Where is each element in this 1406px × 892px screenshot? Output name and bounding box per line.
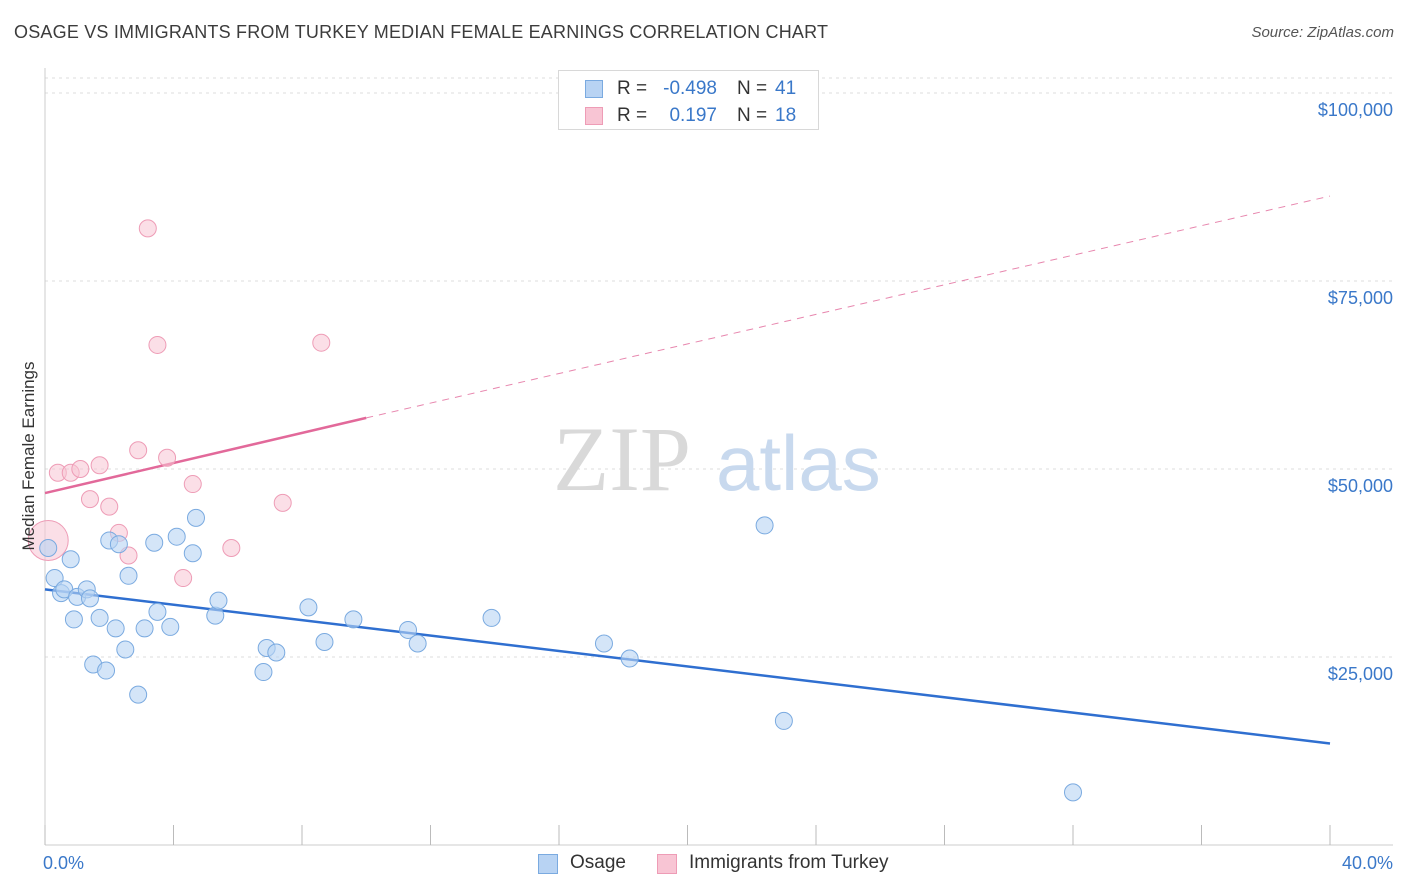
point-osage bbox=[109, 535, 128, 554]
y-axis-title: Median Female Earnings bbox=[19, 362, 38, 551]
grid-lines bbox=[45, 77, 1393, 658]
point-osage bbox=[186, 508, 205, 527]
chart-title: OSAGE VS IMMIGRANTS FROM TURKEY MEDIAN F… bbox=[14, 22, 829, 42]
point-osage bbox=[106, 619, 125, 638]
watermark: ZIP atlas bbox=[553, 408, 881, 510]
tick-labels: $25,000 $50,000 $75,000 $100,000 0.0% 40.0% Me… bbox=[19, 100, 1393, 873]
point-osage bbox=[39, 538, 58, 557]
legend-row-osage: R = -0.498 N = 41 bbox=[559, 76, 818, 102]
point-osage bbox=[774, 711, 793, 730]
point-osage bbox=[116, 640, 135, 659]
point-turkey bbox=[222, 538, 241, 557]
point-osage bbox=[90, 608, 109, 627]
axes bbox=[44, 68, 1393, 846]
trend-line-turkey bbox=[44, 416, 367, 495]
source-label: Source: ZipAtlas.com bbox=[1251, 24, 1394, 41]
point-osage bbox=[1064, 783, 1082, 802]
bottom-label-turkey: Immigrants from Turkey bbox=[689, 852, 889, 873]
point-osage bbox=[161, 617, 180, 636]
x-tick-label-max: 40.0% bbox=[1342, 853, 1393, 873]
trend-line-osage bbox=[44, 588, 1331, 745]
point-turkey bbox=[100, 497, 119, 516]
n-label: N = bbox=[737, 78, 768, 99]
trend-line-turkey-dashed bbox=[366, 195, 1331, 419]
trend-lines bbox=[44, 195, 1331, 745]
point-turkey bbox=[90, 456, 109, 475]
point-osage bbox=[135, 619, 154, 638]
point-osage bbox=[299, 598, 318, 617]
legend-swatch-turkey bbox=[585, 107, 603, 125]
watermark-atlas: atlas bbox=[716, 419, 881, 507]
stats-legend: R = -0.498 N = 41 R = 0.197 N = 18 bbox=[558, 70, 819, 130]
watermark-zip: ZIP bbox=[553, 408, 691, 510]
r-value: -0.498 bbox=[663, 78, 717, 99]
point-turkey bbox=[129, 441, 148, 460]
bottom-swatch-turkey bbox=[657, 854, 677, 874]
n-value: 41 bbox=[775, 78, 797, 99]
legend-row-turkey: R = 0.197 N = 18 bbox=[559, 103, 818, 129]
point-osage bbox=[129, 685, 148, 704]
point-turkey bbox=[71, 460, 90, 479]
point-osage bbox=[148, 602, 167, 621]
point-osage bbox=[183, 544, 202, 563]
point-osage bbox=[755, 516, 774, 535]
point-turkey bbox=[183, 475, 202, 494]
point-osage bbox=[254, 663, 273, 682]
point-osage bbox=[97, 661, 116, 680]
point-turkey bbox=[273, 493, 292, 512]
bottom-label-osage: Osage bbox=[570, 852, 626, 873]
point-osage bbox=[344, 610, 363, 629]
point-osage bbox=[206, 606, 225, 625]
r-label: R = bbox=[617, 78, 648, 99]
point-osage bbox=[119, 566, 138, 585]
point-turkey bbox=[138, 219, 157, 238]
point-osage bbox=[267, 643, 286, 662]
x-tick-label-min: 0.0% bbox=[43, 853, 84, 873]
bottom-swatch-osage bbox=[538, 854, 558, 874]
point-turkey bbox=[158, 448, 177, 467]
point-turkey bbox=[80, 490, 99, 509]
point-turkey bbox=[312, 333, 331, 352]
y-tick-label: $25,000 bbox=[1328, 664, 1393, 684]
point-osage bbox=[399, 620, 418, 639]
point-osage bbox=[408, 634, 427, 653]
point-osage bbox=[61, 550, 80, 569]
y-tick-label: $50,000 bbox=[1328, 476, 1393, 496]
point-osage bbox=[80, 589, 99, 608]
y-tick-label: $100,000 bbox=[1318, 100, 1393, 120]
point-turkey bbox=[148, 335, 167, 354]
data-points bbox=[27, 219, 1082, 802]
n-value: 18 bbox=[775, 105, 797, 126]
r-value: 0.197 bbox=[669, 105, 717, 126]
legend-swatch-osage bbox=[585, 80, 603, 98]
n-label: N = bbox=[737, 105, 768, 126]
point-osage bbox=[64, 610, 83, 629]
point-turkey bbox=[174, 569, 193, 588]
point-osage bbox=[145, 533, 164, 552]
point-osage bbox=[209, 591, 228, 610]
y-tick-label: $75,000 bbox=[1328, 288, 1393, 308]
r-label: R = bbox=[617, 105, 648, 126]
point-osage bbox=[315, 632, 334, 651]
point-osage bbox=[167, 527, 186, 546]
point-osage bbox=[594, 634, 613, 653]
point-osage bbox=[482, 608, 501, 627]
point-osage bbox=[620, 649, 639, 668]
